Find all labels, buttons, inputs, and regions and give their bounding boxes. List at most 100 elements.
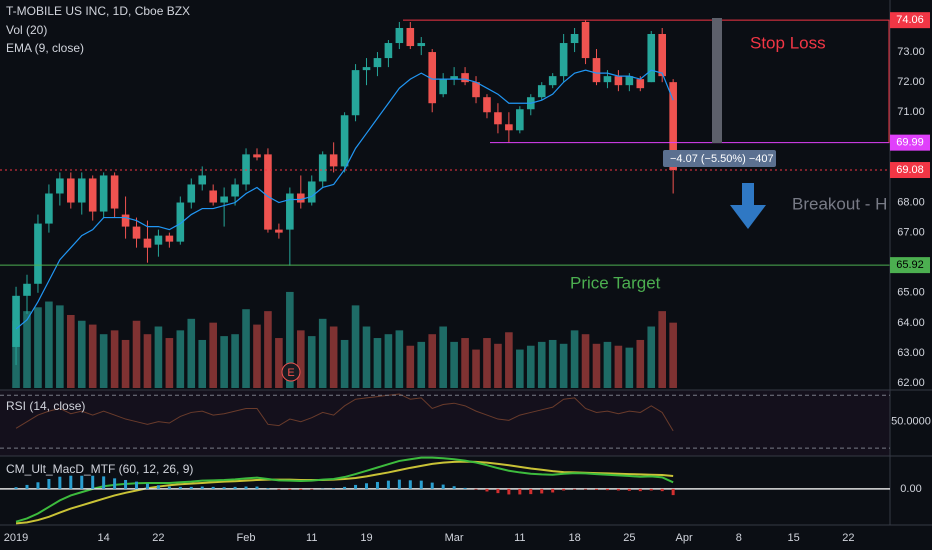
- candle-body: [516, 109, 524, 131]
- macd-histogram-bar: [507, 488, 511, 495]
- candle-body: [318, 154, 327, 182]
- x-tick-label: 15: [787, 532, 799, 544]
- volume-bar: [34, 307, 42, 388]
- candle-body: [143, 238, 152, 248]
- candle-body: [373, 58, 382, 68]
- x-tick-label: 25: [623, 532, 635, 544]
- macd-histogram-bar: [441, 484, 445, 489]
- candle-body: [428, 52, 437, 104]
- level-label: 74.06: [896, 14, 924, 26]
- macd-histogram-bar: [167, 486, 171, 489]
- volume-bar: [581, 334, 590, 388]
- measure-box: [663, 150, 776, 167]
- candle-body: [23, 283, 31, 296]
- macd-histogram-bar: [627, 488, 631, 491]
- candle-body: [242, 154, 250, 185]
- candle-body: [570, 34, 579, 44]
- macd-histogram-bar: [332, 488, 336, 489]
- candle-body: [658, 34, 667, 77]
- macd-histogram-bar: [605, 488, 609, 491]
- volume-bar: [614, 345, 623, 388]
- volume-bar: [154, 326, 163, 388]
- price-target-label: Price Target: [570, 273, 661, 292]
- macd-histogram-bar: [386, 480, 390, 489]
- macd-histogram-bar: [69, 475, 73, 489]
- candle-body: [548, 76, 557, 86]
- candle-body: [439, 79, 447, 95]
- macd-histogram-bar: [540, 488, 544, 494]
- volume-bar: [406, 345, 415, 388]
- volume-bar: [428, 334, 437, 388]
- volume-bar: [329, 326, 338, 388]
- volume-bar: [23, 311, 31, 388]
- candle-body: [494, 112, 502, 125]
- volume-bar: [187, 318, 196, 388]
- candle-body: [154, 235, 163, 245]
- x-tick-label: 19: [360, 532, 372, 544]
- macd-histogram-bar: [277, 488, 281, 490]
- macd-histogram-bar: [594, 488, 598, 490]
- macd-histogram-bar: [430, 482, 434, 489]
- rsi-background: [0, 390, 890, 456]
- macd-histogram-bar: [200, 486, 204, 489]
- candle-body: [647, 34, 656, 83]
- candle-body: [88, 178, 97, 212]
- volume-bar: [537, 341, 546, 388]
- volume-bar: [461, 338, 469, 388]
- macd-histogram-bar: [266, 488, 270, 489]
- y-tick-label: 72.00: [897, 76, 925, 88]
- volume-bar: [110, 330, 119, 388]
- candle-body: [505, 124, 513, 131]
- volume-bar: [362, 326, 371, 388]
- candle-body: [12, 295, 20, 347]
- macd-histogram-bar: [408, 480, 412, 489]
- level-label: 69.99: [896, 137, 924, 149]
- volume-bar: [231, 334, 239, 388]
- level-badge: [890, 134, 930, 151]
- macd-histogram-bar: [211, 486, 215, 489]
- candle-body: [67, 178, 75, 203]
- volume-bar: [242, 309, 250, 388]
- candle-body: [636, 79, 645, 89]
- x-tick-label: Feb: [237, 532, 256, 544]
- volume-bar: [176, 330, 185, 388]
- candle-body: [121, 214, 130, 227]
- candle-body: [625, 76, 634, 86]
- candle-body: [417, 43, 426, 47]
- x-tick-label: 14: [98, 532, 110, 544]
- earnings-label: E: [287, 367, 294, 379]
- volume-bar: [264, 311, 272, 388]
- y-tick-label: 71.00: [897, 106, 925, 118]
- indicator-label: EMA (9, close): [6, 41, 84, 55]
- candle-body: [483, 97, 491, 113]
- candle-body: [286, 193, 294, 230]
- volume-bar: [592, 343, 601, 388]
- level-badge: [890, 162, 930, 179]
- volume-bar: [296, 330, 305, 388]
- volume-bar: [67, 314, 75, 388]
- candle-body: [395, 27, 404, 44]
- breakout-label: Breakout - H: [792, 194, 887, 213]
- macd-histogram-bar: [113, 478, 117, 489]
- x-tick-label: Mar: [445, 532, 464, 544]
- x-tick-label: 11: [306, 532, 317, 544]
- candle-body: [253, 154, 261, 158]
- indicator-label: Vol (20): [6, 23, 47, 37]
- candle-body: [603, 76, 612, 83]
- y-tick-label: 62.00: [897, 377, 925, 389]
- volume-bar: [450, 341, 458, 388]
- volume-bar: [165, 338, 174, 388]
- macd-histogram-bar: [145, 483, 149, 489]
- x-tick-label: 2019: [4, 532, 28, 544]
- candle-body: [384, 43, 393, 59]
- x-tick-label: 22: [152, 532, 164, 544]
- x-tick-label: Apr: [676, 532, 693, 544]
- volume-bar: [286, 291, 294, 388]
- macd-histogram-bar: [671, 488, 675, 496]
- volume-bar: [56, 305, 64, 388]
- volume-bar: [99, 334, 108, 388]
- candle-body: [132, 226, 141, 239]
- volume-bar: [198, 339, 207, 388]
- volume-bar: [121, 339, 130, 388]
